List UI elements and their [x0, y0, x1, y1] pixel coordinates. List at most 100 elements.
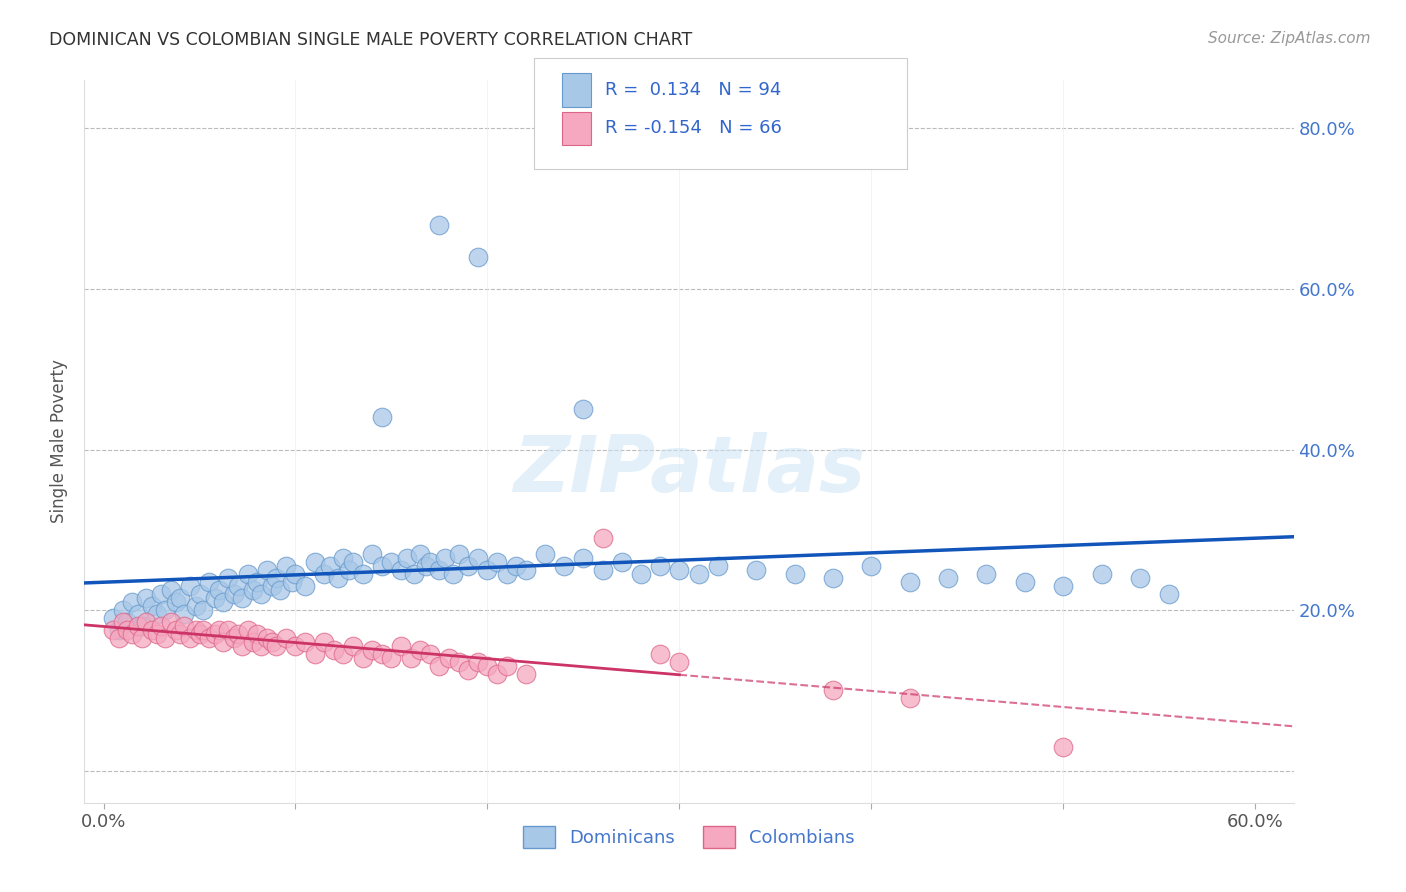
- Point: [898, 574, 921, 589]
- Point: [389, 639, 412, 653]
- Point: [572, 402, 595, 417]
- Point: [284, 567, 307, 582]
- Point: [153, 632, 176, 646]
- Point: [280, 574, 302, 589]
- Point: [371, 558, 394, 573]
- Point: [592, 563, 614, 577]
- Point: [1157, 587, 1180, 601]
- Point: [467, 655, 489, 669]
- Point: [1052, 739, 1074, 754]
- Text: ZIPatlas: ZIPatlas: [513, 433, 865, 508]
- Point: [184, 623, 207, 637]
- Point: [211, 635, 233, 649]
- Point: [467, 550, 489, 566]
- Point: [467, 250, 489, 264]
- Point: [198, 632, 221, 646]
- Point: [262, 635, 284, 649]
- Point: [650, 558, 672, 573]
- Point: [745, 563, 768, 577]
- Point: [485, 555, 508, 569]
- Point: [457, 664, 479, 678]
- Point: [447, 547, 470, 561]
- Point: [141, 599, 163, 614]
- Point: [231, 591, 253, 606]
- Point: [429, 659, 451, 673]
- Point: [111, 615, 134, 630]
- Point: [193, 623, 215, 637]
- Point: [173, 607, 195, 621]
- Point: [485, 667, 508, 681]
- Point: [1129, 571, 1152, 585]
- Point: [246, 627, 269, 641]
- Point: [256, 632, 278, 646]
- Point: [592, 531, 614, 545]
- Point: [242, 583, 264, 598]
- Point: [211, 595, 233, 609]
- Point: [193, 603, 215, 617]
- Point: [101, 623, 124, 637]
- Point: [236, 623, 259, 637]
- Point: [304, 648, 326, 662]
- Point: [495, 659, 517, 673]
- Point: [409, 643, 432, 657]
- Point: [314, 567, 336, 582]
- Point: [166, 623, 188, 637]
- Point: [169, 591, 191, 606]
- Legend: Dominicans, Colombians: Dominicans, Colombians: [516, 819, 862, 855]
- Point: [515, 667, 537, 681]
- Point: [135, 591, 157, 606]
- Point: [150, 619, 173, 633]
- Point: [668, 563, 690, 577]
- Point: [371, 648, 394, 662]
- Point: [294, 635, 316, 649]
- Point: [274, 558, 297, 573]
- Point: [976, 567, 998, 582]
- Point: [266, 571, 288, 585]
- Point: [319, 558, 342, 573]
- Point: [188, 627, 211, 641]
- Point: [337, 563, 360, 577]
- Point: [131, 632, 153, 646]
- Point: [352, 651, 374, 665]
- Point: [688, 567, 710, 582]
- Point: [457, 558, 479, 573]
- Point: [231, 639, 253, 653]
- Point: [783, 567, 806, 582]
- Point: [111, 603, 134, 617]
- Point: [108, 632, 131, 646]
- Point: [284, 639, 307, 653]
- Point: [380, 555, 402, 569]
- Point: [146, 627, 169, 641]
- Point: [179, 632, 201, 646]
- Point: [246, 574, 269, 589]
- Point: [380, 651, 402, 665]
- Point: [419, 648, 441, 662]
- Point: [184, 599, 207, 614]
- Point: [429, 563, 451, 577]
- Point: [409, 547, 432, 561]
- Point: [208, 623, 231, 637]
- Point: [395, 550, 418, 566]
- Point: [821, 683, 844, 698]
- Point: [419, 555, 441, 569]
- Point: [630, 567, 652, 582]
- Point: [188, 587, 211, 601]
- Point: [127, 619, 149, 633]
- Point: [371, 410, 394, 425]
- Point: [179, 579, 201, 593]
- Point: [131, 619, 153, 633]
- Point: [146, 607, 169, 621]
- Point: [668, 655, 690, 669]
- Point: [294, 579, 316, 593]
- Point: [121, 595, 143, 609]
- Point: [706, 558, 728, 573]
- Point: [332, 648, 354, 662]
- Point: [361, 643, 384, 657]
- Point: [389, 563, 412, 577]
- Point: [495, 567, 517, 582]
- Point: [1052, 579, 1074, 593]
- Point: [153, 603, 176, 617]
- Point: [361, 547, 384, 561]
- Point: [222, 632, 245, 646]
- Point: [437, 651, 460, 665]
